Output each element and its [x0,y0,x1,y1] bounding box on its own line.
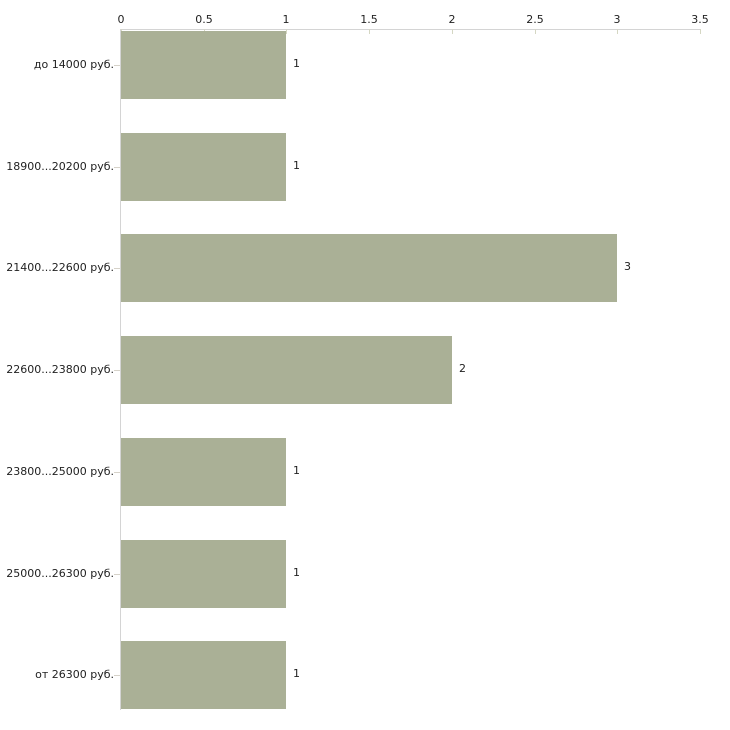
category-label: до 14000 руб. [33,58,114,71]
bar [121,133,286,201]
x-axis-tick-label: 2.5 [526,13,544,26]
x-axis-tick-label: 3.5 [691,13,709,26]
bar-value-label: 1 [293,57,300,70]
y-axis-tick [114,65,120,66]
x-axis-tick [535,29,536,34]
x-axis-tick-label: 0 [117,13,125,26]
bar [121,438,286,506]
bar [121,641,286,709]
x-axis-tick-label: 2 [448,13,456,26]
bar-value-label: 1 [293,464,300,477]
x-axis-line [120,29,701,30]
category-label: 22600...23800 руб. [6,363,114,376]
bar [121,540,286,608]
y-axis-tick [114,268,120,269]
bar-value-label: 1 [293,159,300,172]
y-axis-tick [114,370,120,371]
x-axis-tick-label: 0.5 [195,13,213,26]
category-label: 21400...22600 руб. [6,261,114,274]
bar [121,234,617,302]
bar-value-label: 1 [293,667,300,680]
y-axis-tick [114,472,120,473]
bar-value-label: 3 [624,260,631,273]
y-axis-tick [114,167,120,168]
category-label: 25000...26300 руб. [6,567,114,580]
bar-value-label: 1 [293,566,300,579]
y-axis-line [120,29,121,710]
y-axis-tick [114,574,120,575]
x-axis-tick-label: 3 [613,13,621,26]
x-axis-tick-label: 1.5 [360,13,378,26]
category-label: 23800...25000 руб. [6,465,114,478]
x-axis-tick [617,29,618,34]
bar [121,31,286,99]
category-label: от 26300 руб. [35,668,114,681]
category-label: 18900...20200 руб. [6,160,114,173]
bar-value-label: 2 [459,362,466,375]
y-axis-tick [114,675,120,676]
x-axis-tick [369,29,370,34]
x-axis-tick-label: 1 [282,13,290,26]
bar [121,336,452,404]
x-axis-tick [286,29,287,34]
x-axis-tick [452,29,453,34]
x-axis-tick [700,29,701,34]
